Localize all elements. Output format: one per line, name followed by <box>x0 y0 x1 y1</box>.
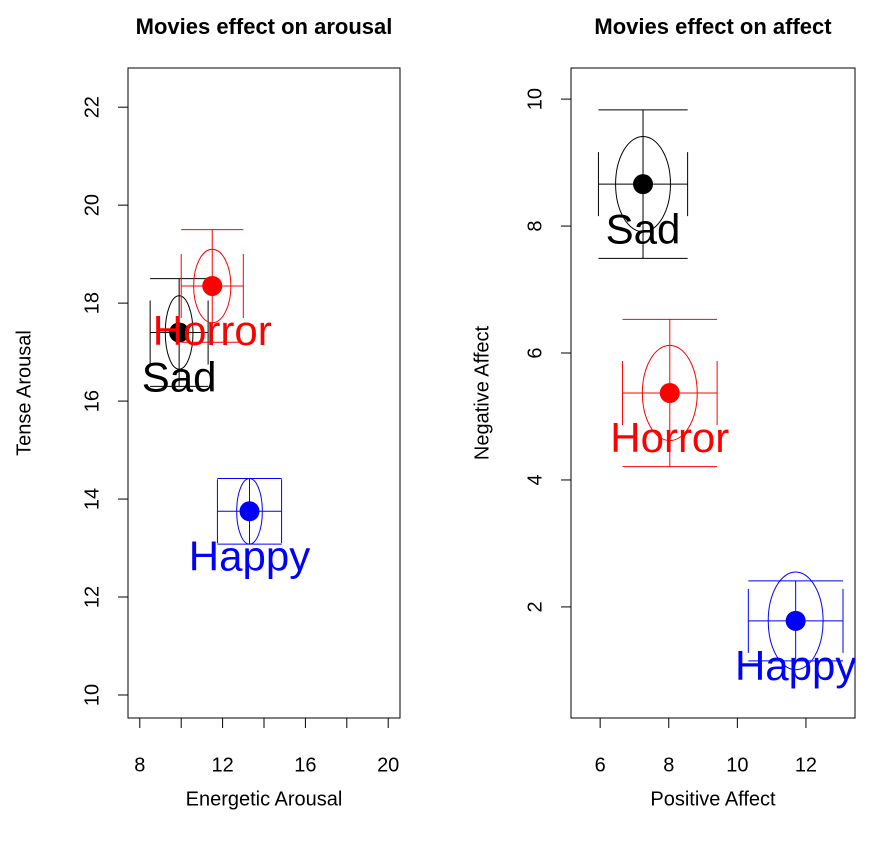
ellipse <box>193 248 232 324</box>
ellipse <box>767 571 824 671</box>
y-tick-label: 10 <box>81 684 103 706</box>
x-tick-label: 8 <box>134 754 145 776</box>
x-tick-label: 8 <box>663 754 674 776</box>
point <box>659 383 680 403</box>
point <box>169 322 190 343</box>
y-tick-label: 20 <box>81 194 103 216</box>
y-tick-label: 6 <box>524 347 546 358</box>
series-label: Happy <box>189 532 310 579</box>
series-label: Sad <box>142 354 217 401</box>
panel: Movies effect on affect 6 8 10 12 Positive Af… <box>471 14 856 810</box>
data-layer: Sad Horror Happy <box>597 109 856 689</box>
y-tick-label: 10 <box>524 88 546 110</box>
series-label: Happy <box>735 642 856 689</box>
y-tick-label: 4 <box>524 474 546 485</box>
x-tick-label: 12 <box>211 754 233 776</box>
y-axis-label: Tense Arousal <box>13 330 35 456</box>
x-axis-label: Energetic Arousal <box>186 788 343 810</box>
y-tick-label: 2 <box>524 601 546 612</box>
y-tick-label: 16 <box>81 390 103 412</box>
x-axis-label: Positive Affect <box>650 788 776 810</box>
ellipse <box>641 344 698 442</box>
ellipse <box>236 477 263 545</box>
y-axis-label: Negative Affect <box>471 325 493 460</box>
point <box>202 275 223 296</box>
y-tick-label: 18 <box>81 292 103 314</box>
series-label: Sad <box>606 205 681 252</box>
x-tick-label: 16 <box>294 754 316 776</box>
y-tick-label: 8 <box>524 220 546 231</box>
x-tick-label: 10 <box>726 754 748 776</box>
ellipse <box>615 136 671 233</box>
series-label: Horror <box>153 307 272 354</box>
chart-title: Movies effect on arousal <box>136 14 393 39</box>
ellipse <box>164 295 194 370</box>
point <box>633 174 654 195</box>
chart-title: Movies effect on affect <box>594 14 832 39</box>
y-tick-label: 12 <box>81 586 103 608</box>
panel: Movies effect on arousal 8 12 16 20 Energetic… <box>13 14 401 810</box>
x-tick-label: 20 <box>377 754 399 776</box>
point <box>239 501 260 522</box>
y-tick-label: 22 <box>81 96 103 118</box>
x-tick-label: 12 <box>795 754 817 776</box>
x-tick-label: 6 <box>595 754 606 776</box>
y-tick-label: 14 <box>81 488 103 510</box>
point <box>785 610 806 631</box>
series-label: Horror <box>610 414 729 461</box>
